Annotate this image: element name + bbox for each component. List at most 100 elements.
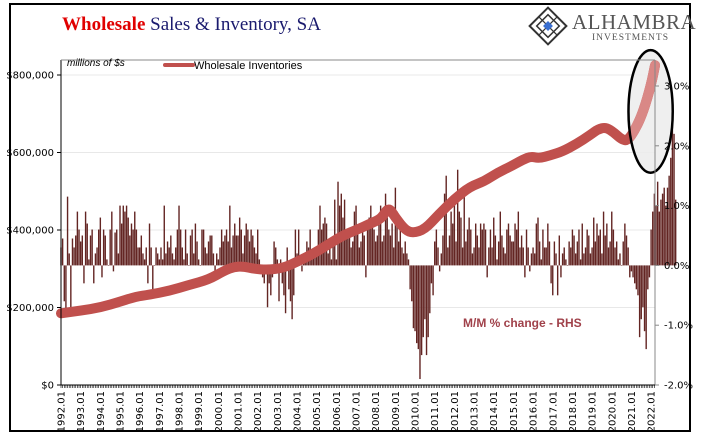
mom-bar [434,241,436,266]
mom-bar [420,265,423,356]
mom-bar [99,217,102,266]
mom-bar [291,265,293,320]
mom-bar [334,199,336,266]
right-tick-label: 3.0% [664,82,689,93]
mom-bar [522,247,524,266]
mom-bar [412,265,415,329]
mom-bar [463,187,465,266]
mom-bar [220,229,223,266]
mom-bar [629,265,631,278]
x-tick-label: 2003.01 [273,391,284,432]
x-tick-label: 2004.01 [293,391,304,432]
mom-bar [394,187,397,266]
mom-bar [365,265,367,278]
mom-bar [371,217,374,266]
mom-bar [93,265,95,284]
mom-bar [360,241,362,266]
mom-bar [209,235,211,266]
mom-bar [348,229,351,266]
mom-bar [119,205,121,266]
mom-bar [470,229,472,266]
mom-bar [632,265,634,278]
mom-bar [276,259,279,266]
mom-bar [379,205,382,266]
mom-bar [548,241,551,266]
mom-bar [352,241,354,266]
mom-bar [309,229,311,266]
mom-bar [214,265,216,272]
mom-bar [137,247,139,266]
mom-bar [527,247,529,266]
mom-bar [627,247,629,266]
mom-bar [602,211,605,266]
mom-bar [606,223,608,266]
mom-bar [674,199,677,266]
mom-bar [335,259,338,266]
mom-bar [345,229,347,266]
x-tick-label: 2012.01 [450,391,461,432]
mom-bar [663,187,665,266]
mom-bar [391,223,393,266]
mom-bar [158,259,161,266]
highlight-region [628,50,673,173]
mom-bar [212,253,215,266]
mom-bar [534,253,536,266]
x-tick-label: 2015.01 [509,391,520,432]
mom-bar [661,193,664,266]
left-tick-label: $600,000 [6,148,54,159]
mom-bar [671,115,674,266]
mom-bar [435,229,438,266]
mom-bar [353,211,356,266]
mom-bar [511,241,513,266]
mom-bar [640,265,642,320]
mom-bar [222,241,224,266]
mom-bar [538,241,541,266]
mom-bar [193,253,195,266]
mom-bar [376,235,379,266]
x-tick-label: 1993.01 [76,391,87,432]
mom-bar [558,235,561,266]
mom-bar [384,193,387,266]
mom-bar [301,265,303,272]
mom-bar [148,223,151,266]
mom-bar [496,259,498,266]
mom-bar [386,217,388,266]
x-tick-label: 2009.01 [391,391,402,432]
mom-bar [366,223,369,266]
mom-bar [114,232,116,266]
mom-bar [597,235,600,266]
mom-bar [191,229,193,266]
mom-bar [199,265,202,266]
left-tick-label: $200,000 [6,303,54,314]
mom-bar [645,265,647,350]
mom-bar [453,199,456,266]
mom-bar [337,181,339,266]
mom-bar [286,247,288,266]
x-axis-labels: 1992.01 1993.01 1994.01 1995.01 1996.01 1997.… [57,391,658,432]
right-tick-label: -1.0% [664,321,693,332]
mom-bar [63,265,65,302]
chart-frame [9,3,691,432]
mom-bar [91,229,93,266]
mom-bar [134,211,136,266]
mom-bar [112,265,115,272]
mom-bar [584,247,587,266]
x-tick-label: 2001.01 [234,391,245,432]
right-axis-labels: -2.0% -1.0% 0.0% 1.0% 2.0% 3.0% [664,82,693,392]
mom-bar [479,223,482,266]
mom-bar [135,229,138,266]
x-tick-label: 2017.01 [548,391,559,432]
mom-bar [504,253,506,266]
mom-bar [532,247,534,266]
mom-bar [83,265,85,284]
mom-bar [650,229,652,266]
mom-bar [586,229,588,266]
mom-bar [552,265,554,296]
mom-bar [242,253,244,266]
mom-bar [189,235,192,266]
mom-bar [604,235,606,266]
mom-bar [481,229,483,266]
mom-bar [235,235,238,266]
mom-bar [666,187,669,266]
mom-bar [373,229,375,266]
